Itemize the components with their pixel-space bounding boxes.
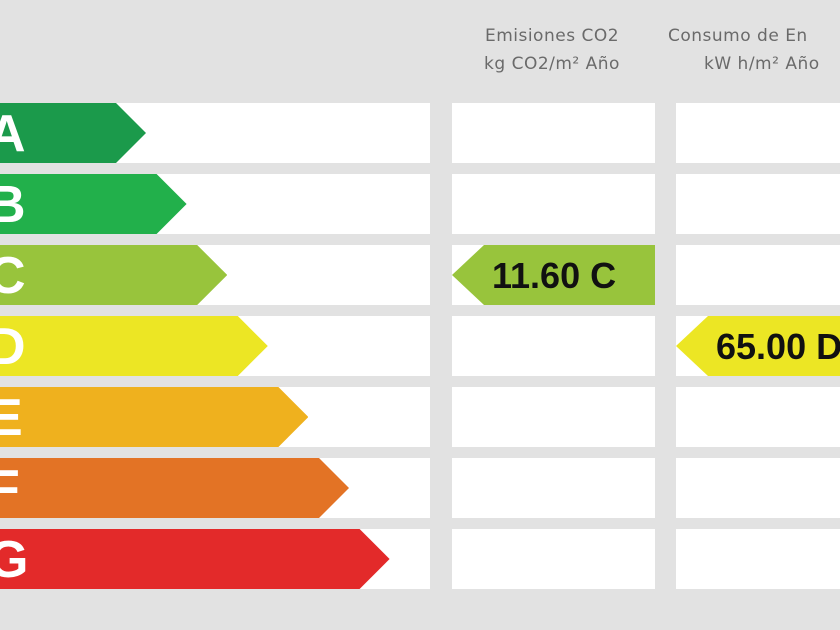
rating-letter: G: [0, 531, 29, 589]
band-arrow-shape: [0, 103, 146, 163]
rating-letter: D: [0, 318, 26, 376]
indicator-arrow-shape: [452, 245, 655, 305]
band-arrow-shape: [0, 245, 228, 305]
consumption-cell: [676, 174, 840, 234]
rating-letter: A: [0, 105, 26, 163]
consumption-indicator: 65.00 D: [676, 316, 840, 376]
rating-letter: C: [0, 247, 26, 305]
consumption-cell: [676, 387, 840, 447]
rating-band-e: E: [0, 387, 309, 447]
emissions-cell: [452, 387, 655, 447]
band-arrow-shape: [0, 174, 187, 234]
emissions-cell: [452, 174, 655, 234]
indicator-value: 11.60 C: [492, 255, 617, 296]
indicator-arrow-shape: [676, 316, 840, 376]
emissions-cell: [452, 529, 655, 589]
band-arrow-shape: [0, 387, 309, 447]
band-arrow-shape: [0, 529, 390, 589]
consumption-cell: [676, 529, 840, 589]
consumption-header: Consumo de En kW h/m² Año: [668, 22, 840, 78]
rating-letter: F: [0, 460, 20, 518]
rating-band-a: A: [0, 103, 146, 163]
consumption-header-title: Consumo de En: [668, 26, 808, 46]
rating-letter: B: [0, 176, 26, 234]
emissions-cell: [452, 103, 655, 163]
consumption-header-unit: kW h/m² Año: [704, 54, 820, 74]
rating-band-c: C: [0, 245, 228, 305]
rating-band-b: B: [0, 174, 187, 234]
rating-letter: E: [0, 389, 23, 447]
indicator-value: 65.00 D: [716, 326, 840, 367]
band-arrow-shape: [0, 316, 268, 376]
emissions-header-title: Emisiones CO2: [484, 26, 620, 46]
consumption-cell: [676, 458, 840, 518]
consumption-cell: [676, 103, 840, 163]
emissions-cell: [452, 316, 655, 376]
band-arrow-shape: [0, 458, 349, 518]
consumption-cell: [676, 245, 840, 305]
emissions-indicator: 11.60 C: [452, 245, 655, 305]
emissions-header-unit: kg CO2/m² Año: [484, 54, 620, 74]
rating-band-g: G: [0, 529, 390, 589]
emissions-cell: [452, 458, 655, 518]
emissions-header: Emisiones CO2 kg CO2/m² Año: [452, 22, 652, 78]
rating-band-d: D: [0, 316, 268, 376]
rating-band-f: F: [0, 458, 349, 518]
